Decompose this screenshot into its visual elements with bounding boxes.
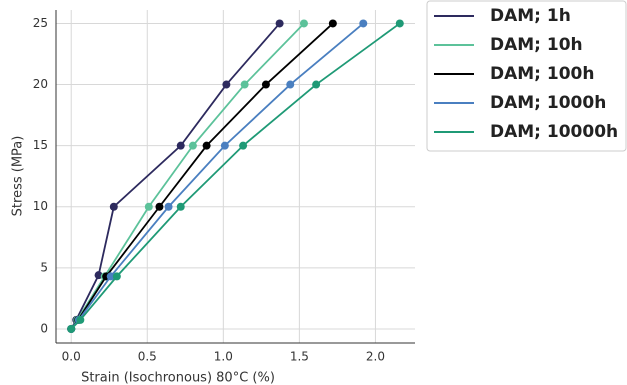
series-line (70, 22, 401, 330)
point (286, 80, 295, 89)
x-tick-label: 0.0 (62, 350, 81, 364)
point (328, 19, 337, 28)
point (359, 19, 368, 28)
point (220, 141, 229, 150)
x-tick-label: 0.5 (138, 350, 157, 364)
y-tick-label: 25 (33, 16, 48, 30)
y-tick-label: 5 (40, 260, 48, 274)
point (395, 19, 404, 28)
point (67, 324, 76, 333)
x-tick-label: 1.0 (214, 350, 233, 364)
x-tick-label: 2.0 (366, 350, 385, 364)
point (109, 202, 118, 211)
point (176, 202, 185, 211)
point (164, 202, 173, 211)
legend-label: DAM; 1h (490, 6, 571, 26)
point (240, 80, 249, 89)
x-axis-label: Strain (Isochronous) 80°C (%) (81, 371, 275, 385)
point (106, 272, 115, 281)
point (112, 272, 121, 281)
y-tick-label: 10 (33, 199, 48, 213)
legend-label: DAM; 10000h (490, 122, 618, 142)
point (261, 80, 270, 89)
y-tick-label: 15 (33, 138, 48, 152)
point (299, 19, 308, 28)
y-tick-label: 20 (33, 77, 48, 91)
legend-label: DAM; 1000h (490, 93, 606, 113)
series-line (70, 22, 364, 330)
legend-label: DAM; 100h (490, 64, 595, 84)
y-axis-label: Stress (MPa) (11, 136, 26, 217)
point (76, 315, 85, 324)
y-tick-label: 0 (40, 321, 48, 335)
point (312, 80, 321, 89)
point (144, 202, 153, 211)
point (176, 141, 185, 150)
point (188, 141, 197, 150)
legend-label: DAM; 10h (490, 35, 583, 55)
point (239, 141, 248, 150)
point (202, 141, 211, 150)
point (275, 19, 284, 28)
point (222, 80, 231, 89)
point (94, 271, 103, 280)
legend-box (426, 0, 627, 152)
x-tick-label: 1.5 (290, 350, 309, 364)
point (155, 202, 164, 211)
